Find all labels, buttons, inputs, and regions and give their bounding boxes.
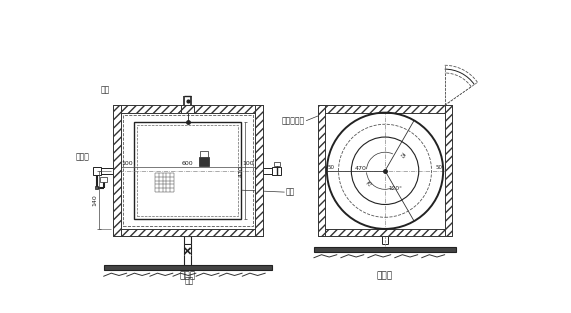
Text: 側面図: 側面図 <box>377 272 393 281</box>
Text: 水位計: 水位計 <box>76 152 90 162</box>
Text: 75: 75 <box>399 151 407 160</box>
Bar <box>314 247 456 252</box>
Bar <box>272 167 282 175</box>
Bar <box>184 245 191 253</box>
Bar <box>113 228 263 236</box>
Text: 正面図: 正面図 <box>180 272 196 281</box>
Text: 75: 75 <box>365 179 374 188</box>
Bar <box>120 113 255 228</box>
Bar <box>95 186 98 189</box>
Text: 50: 50 <box>328 165 335 170</box>
Text: 140: 140 <box>93 194 98 206</box>
Bar <box>93 167 100 175</box>
Text: 100: 100 <box>122 161 133 166</box>
Text: 試料槽入口: 試料槽入口 <box>282 116 304 125</box>
Bar <box>113 105 120 236</box>
Bar <box>445 105 452 236</box>
Bar <box>317 228 452 236</box>
Bar <box>274 162 280 166</box>
Text: 100: 100 <box>243 161 254 166</box>
Bar <box>103 265 272 270</box>
Bar <box>123 115 253 226</box>
Bar <box>113 105 263 113</box>
Bar <box>200 151 208 157</box>
Bar <box>317 105 452 113</box>
Bar <box>184 236 191 244</box>
Bar <box>134 122 242 219</box>
Text: 50: 50 <box>436 165 443 170</box>
Bar <box>99 168 113 174</box>
Text: 排水: 排水 <box>184 276 194 285</box>
Text: 給水: 給水 <box>100 85 110 95</box>
Text: 470: 470 <box>239 165 244 177</box>
Bar <box>263 168 275 174</box>
Bar <box>325 113 445 228</box>
Bar <box>317 105 325 236</box>
Bar <box>382 105 388 113</box>
Text: 120°: 120° <box>389 186 403 191</box>
Bar <box>100 177 107 182</box>
Bar <box>382 228 388 236</box>
Bar <box>138 125 238 216</box>
Bar <box>182 105 194 113</box>
Text: 内筒: 内筒 <box>286 187 295 197</box>
Bar <box>199 157 210 166</box>
Bar <box>255 105 263 236</box>
Text: 470: 470 <box>355 166 367 171</box>
Text: 600: 600 <box>182 161 194 166</box>
